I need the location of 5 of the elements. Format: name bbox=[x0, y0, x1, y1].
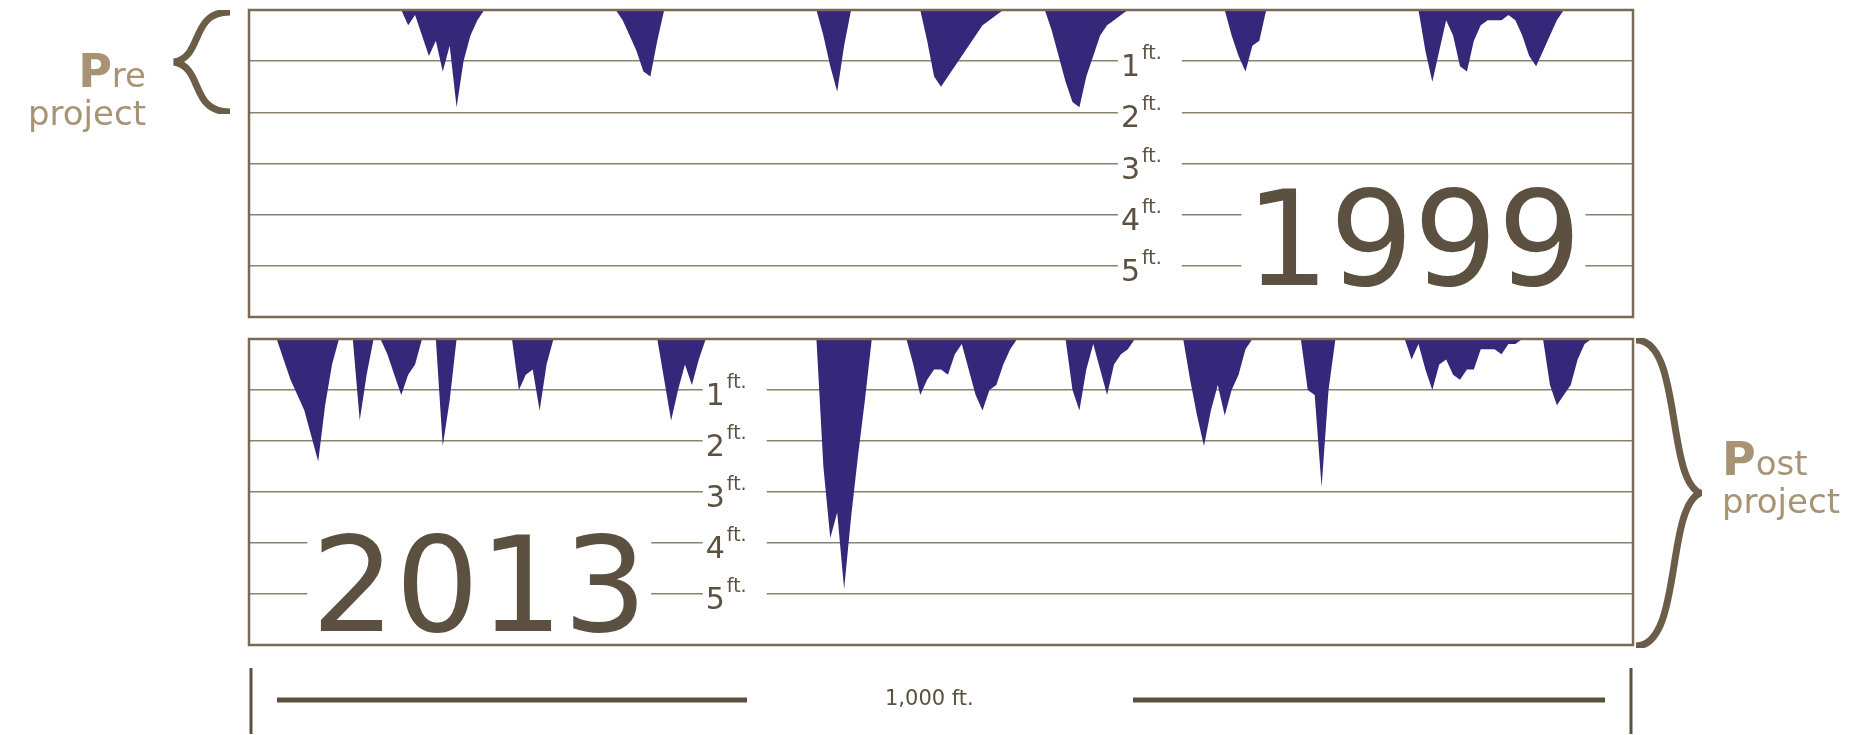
text: 2013 bbox=[311, 508, 648, 662]
text: 1,000 ft. bbox=[885, 686, 974, 710]
text: Pre project bbox=[27, 44, 146, 133]
text: 1999 bbox=[1245, 161, 1582, 316]
text: Post project bbox=[1722, 432, 1841, 521]
